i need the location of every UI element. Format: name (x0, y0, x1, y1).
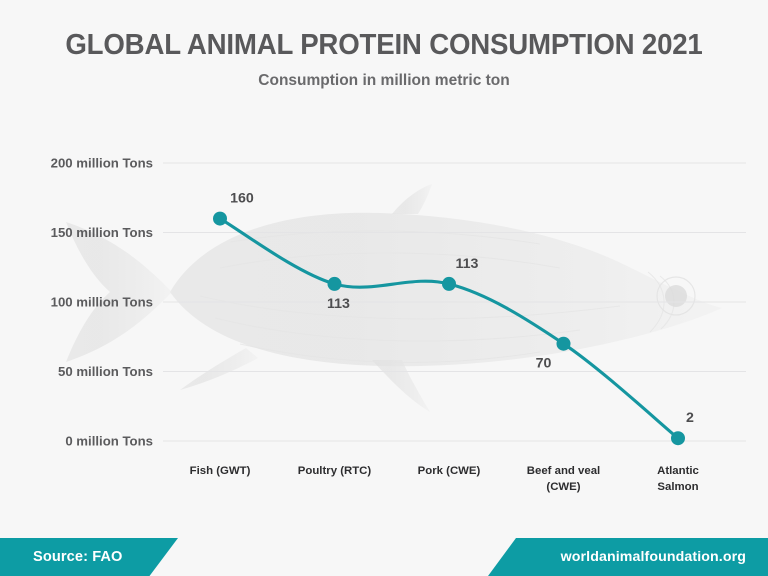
x-tick-label: Pork (CWE) (418, 465, 481, 477)
data-point-label: 2 (686, 410, 694, 426)
y-tick-label: 50 million Tons (58, 364, 153, 379)
y-axis-labels: 0 million Tons 50 million Tons 100 million… (51, 156, 153, 449)
x-tick-label: Beef and veal (CWE) (527, 465, 600, 493)
data-point-labels: 160 113 113 70 2 (230, 191, 694, 427)
footer: Source: FAO worldanimalfoundation.org (0, 530, 768, 576)
x-tick-label: Atlantic Salmon (657, 465, 699, 493)
data-point-label: 160 (230, 191, 254, 207)
y-tick-label: 200 million Tons (51, 156, 153, 171)
y-tick-label: 150 million Tons (51, 225, 153, 240)
source-label: Source: FAO (33, 549, 123, 565)
data-point-marker[interactable] (213, 211, 227, 226)
series-markers (213, 211, 685, 446)
data-point-marker[interactable] (442, 276, 456, 291)
x-tick-label: Poultry (RTC) (298, 465, 372, 477)
website-label: worldanimalfoundation.org (560, 549, 746, 565)
data-point-label: 113 (327, 296, 350, 312)
data-point-marker[interactable] (556, 336, 571, 351)
data-point-label: 70 (536, 356, 552, 372)
data-point-marker[interactable] (327, 276, 342, 291)
x-axis-labels: Fish (GWT) Poultry (RTC) Pork (CWE) Beef an… (190, 465, 699, 493)
data-point-marker[interactable] (671, 431, 685, 446)
page-title: GLOBAL ANIMAL PROTEIN CONSUMPTION 2021 (65, 29, 703, 61)
series-line (218, 217, 680, 440)
chart-header: GLOBAL ANIMAL PROTEIN CONSUMPTION 2021 C… (0, 0, 768, 89)
website-banner[interactable]: worldanimalfoundation.org (488, 538, 768, 576)
data-point-label: 113 (456, 256, 479, 272)
x-tick-label: Fish (GWT) (190, 465, 251, 477)
gridlines (163, 162, 746, 442)
y-tick-label: 100 million Tons (51, 295, 153, 310)
y-tick-label: 0 million Tons (65, 434, 153, 449)
source-banner: Source: FAO (0, 538, 178, 576)
chart-subtitle: Consumption in million metric ton (258, 72, 510, 90)
